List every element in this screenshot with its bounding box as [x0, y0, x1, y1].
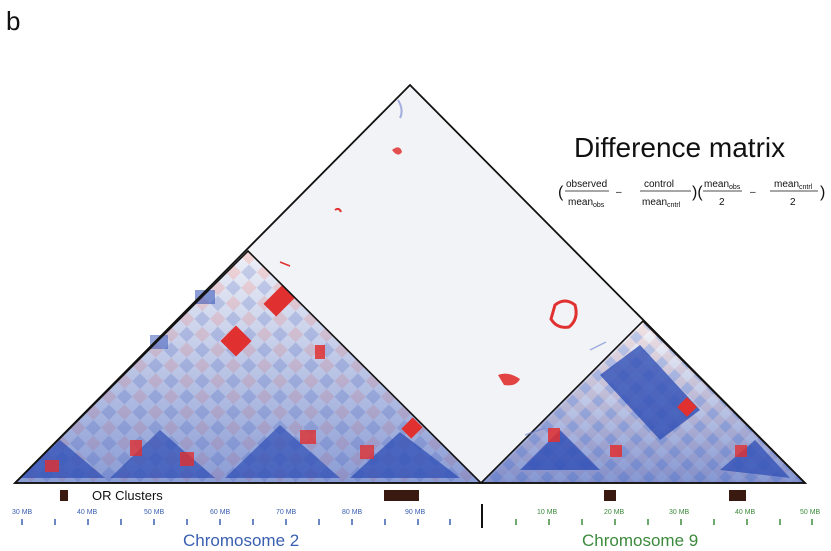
chromosome-2-axis: 30 MB 40 MB 50 MB 60 MB 70 MB 80 MB 90 M…: [12, 509, 451, 550]
chr2-tick-label: 80 MB: [342, 509, 363, 516]
svg-text:–: –: [750, 187, 756, 198]
inter-chromosomal-signals: [279, 99, 607, 436]
svg-text:(: (: [558, 184, 564, 201]
chr2-tick-label: 70 MB: [276, 509, 297, 516]
chr2-tick-label: 60 MB: [210, 509, 231, 516]
chr9-tick-label: 50 MB: [800, 509, 821, 516]
chromosome-9-axis: 10 MB 20 MB 30 MB 40 MB 50 MB Chromosome…: [515, 509, 821, 550]
svg-text:meanobs: meanobs: [704, 179, 741, 191]
or-clusters-track: OR Clusters: [60, 488, 746, 503]
formula: ( observed meanobs – control meancntrl )…: [558, 179, 825, 209]
figure-title: Difference matrix: [574, 132, 785, 163]
svg-text:)(: )(: [692, 184, 703, 201]
panel-letter: b: [6, 6, 20, 36]
or-cluster-bar: [604, 490, 616, 501]
chromosome-2-heatmap: [13, 249, 483, 484]
svg-text:2: 2: [719, 197, 725, 208]
chr2-tick-label: 90 MB: [405, 509, 426, 516]
svg-text:): ): [820, 184, 825, 201]
chr9-tick-label: 40 MB: [735, 509, 756, 516]
svg-text:2: 2: [790, 197, 796, 208]
chr9-tick-label: 30 MB: [669, 509, 690, 516]
svg-text:meancntrl: meancntrl: [774, 179, 813, 191]
svg-text:meanobs: meanobs: [568, 197, 605, 209]
or-cluster-bar: [384, 490, 419, 501]
chr2-tick-label: 30 MB: [12, 509, 33, 516]
formula-control: control: [644, 179, 674, 190]
svg-text:meancntrl: meancntrl: [642, 197, 681, 209]
chr2-tick-label: 50 MB: [144, 509, 165, 516]
chr2-tick-label: 40 MB: [77, 509, 98, 516]
chromosome-9-label: Chromosome 9: [582, 531, 698, 550]
or-clusters-label: OR Clusters: [92, 488, 163, 503]
matrix-outline: [12, 83, 808, 484]
or-cluster-bar: [60, 490, 68, 501]
chromosome-2-label: Chromosome 2: [183, 531, 299, 550]
chr9-tick-label: 20 MB: [604, 509, 625, 516]
chr9-tick-label: 10 MB: [537, 509, 558, 516]
or-cluster-bar: [729, 490, 746, 501]
formula-observed: observed: [566, 179, 607, 190]
svg-text:–: –: [616, 187, 622, 198]
chromosome-9-heatmap: [479, 319, 807, 484]
